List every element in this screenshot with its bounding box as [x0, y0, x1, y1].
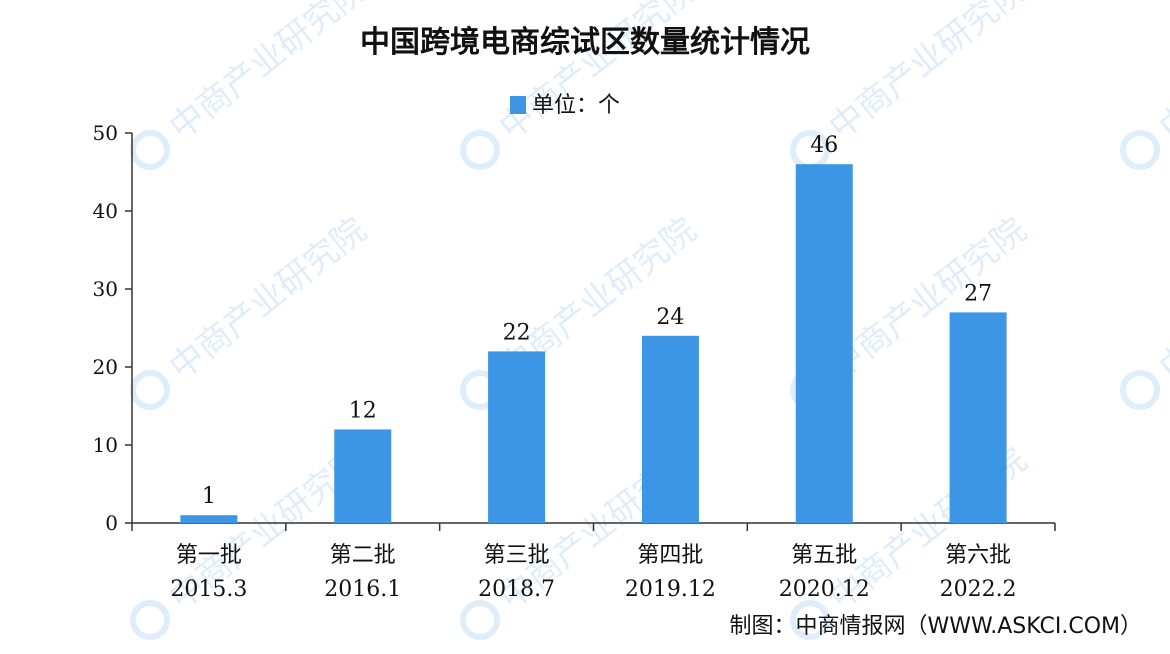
- bar: [180, 515, 238, 523]
- watermark: 中商产业研究院: [1120, 210, 1170, 410]
- watermark-text: 中商产业研究院: [492, 0, 704, 148]
- y-tick-label: 30: [93, 277, 118, 301]
- x-tick-label: 第五批: [791, 543, 857, 568]
- data-label: 12: [349, 398, 377, 423]
- data-label: 22: [503, 320, 531, 345]
- watermark-text: 中商产业研究院: [162, 210, 374, 388]
- watermark-text: 中商产业研究院: [1152, 210, 1170, 388]
- x-tick-label: 第二批: [330, 543, 396, 568]
- x-tick-date: 2015.3: [170, 577, 247, 602]
- x-tick-label: 第六批: [945, 543, 1011, 568]
- legend-swatch: [510, 96, 526, 114]
- watermark-text: 中商产业研究院: [822, 0, 1034, 148]
- chart-title: 中国跨境电商综试区数量统计情况: [360, 25, 810, 60]
- x-tick-label: 第四批: [637, 543, 703, 568]
- y-tick-label: 40: [93, 199, 118, 223]
- watermark-logo-icon: [130, 370, 170, 410]
- x-tick-date: 2019.12: [625, 577, 716, 602]
- watermark-logo-icon: [1120, 370, 1160, 410]
- x-tick-label: 第三批: [484, 543, 550, 568]
- data-label: 27: [964, 281, 992, 306]
- bar: [334, 429, 392, 523]
- x-tick-date: 2020.12: [779, 577, 870, 602]
- x-tick-label: 第一批: [176, 543, 242, 568]
- watermark-logo-icon: [460, 130, 500, 170]
- watermark-logo-icon: [790, 130, 830, 170]
- watermark-logo-icon: [130, 600, 170, 640]
- bar: [641, 335, 699, 523]
- bar: [949, 312, 1007, 523]
- watermark-logo-icon: [1120, 130, 1160, 170]
- y-tick-label: 50: [93, 121, 118, 145]
- bars: 1 12 22 24 46 27: [180, 133, 1007, 523]
- source-credit: 制图：中商情报网（WWW.ASKCI.COM）: [729, 614, 1142, 639]
- watermark: 中商产业研究院: [130, 0, 374, 170]
- x-tick-date: 2018.7: [478, 577, 555, 602]
- bar: [488, 351, 546, 523]
- watermark-text: 中商产业研究院: [1152, 0, 1170, 148]
- data-label: 24: [656, 305, 684, 330]
- y-tick-label: 20: [93, 355, 118, 379]
- x-tick-date: 2022.2: [940, 577, 1017, 602]
- watermark-logo-icon: [460, 600, 500, 640]
- watermark-text: 中商产业研究院: [162, 0, 374, 148]
- data-label: 46: [810, 133, 838, 158]
- watermark-logo-icon: [790, 600, 830, 640]
- data-label: 1: [202, 484, 216, 509]
- y-ticks: 0 10 20 30 40 50: [93, 121, 132, 535]
- watermark-logo-icon: [130, 130, 170, 170]
- watermark: 中商产业研究院: [1120, 0, 1170, 170]
- y-tick-label: 0: [105, 511, 118, 535]
- x-tick-date: 2016.1: [324, 577, 401, 602]
- y-tick-label: 10: [93, 433, 118, 457]
- bar: [795, 164, 853, 523]
- watermark: 中商产业研究院: [130, 210, 374, 410]
- legend-label: 单位：个: [532, 93, 620, 118]
- x-ticks: 第一批 2015.3 第二批 2016.1 第三批 2018.7 第四批 2019.12 第五批…: [131, 523, 1056, 602]
